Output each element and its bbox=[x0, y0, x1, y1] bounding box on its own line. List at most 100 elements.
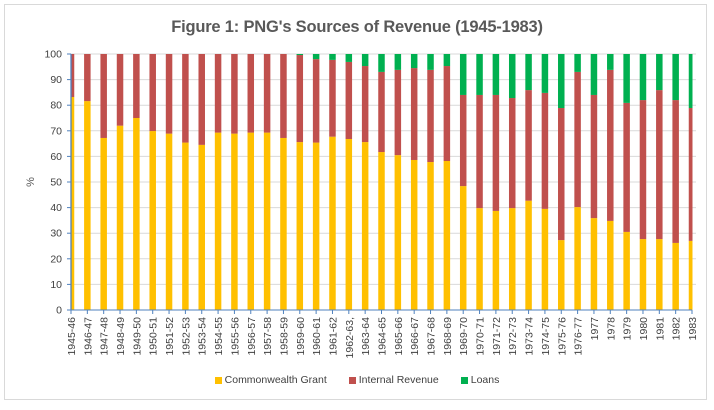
legend-item: Loans bbox=[460, 374, 499, 386]
bar-loans bbox=[574, 54, 581, 72]
y-tick-label: 70 bbox=[50, 125, 62, 137]
bar-internal-revenue bbox=[443, 66, 451, 162]
bar-internal-revenue bbox=[590, 94, 598, 219]
bar-internal-revenue bbox=[263, 54, 271, 133]
y-axis-title: % bbox=[25, 177, 37, 187]
bar-commonwealth-grant bbox=[492, 210, 500, 310]
bar-commonwealth-grant bbox=[394, 155, 402, 310]
bar-internal-revenue bbox=[100, 54, 107, 138]
bar-commonwealth-grant bbox=[116, 125, 124, 310]
bar-commonwealth-grant bbox=[133, 118, 140, 310]
bar-commonwealth-grant bbox=[427, 162, 434, 310]
bar-commonwealth-grant bbox=[443, 161, 451, 310]
bar-internal-revenue bbox=[231, 54, 238, 134]
x-tick-label: 1958-59 bbox=[278, 317, 290, 356]
bar-internal-revenue bbox=[492, 94, 500, 211]
bar-loans bbox=[508, 54, 516, 99]
bar-loans bbox=[688, 54, 693, 109]
bar-internal-revenue bbox=[541, 92, 549, 209]
x-tick-label: 1953-54 bbox=[197, 317, 209, 356]
bar-loans bbox=[623, 54, 630, 103]
bars bbox=[71, 54, 693, 310]
bar-loans bbox=[656, 54, 663, 91]
chart-title: Figure 1: PNG's Sources of Revenue (1945… bbox=[171, 18, 543, 36]
y-tick-label: 30 bbox=[50, 228, 62, 240]
bar-internal-revenue bbox=[116, 54, 124, 126]
bar-internal-revenue bbox=[165, 54, 173, 134]
y-tick-label: 80 bbox=[50, 100, 62, 112]
bar-commonwealth-grant bbox=[100, 137, 107, 310]
bar-commonwealth-grant bbox=[688, 240, 693, 310]
bar-commonwealth-grant bbox=[590, 218, 598, 310]
bar-internal-revenue bbox=[247, 54, 255, 133]
x-tick-label: 1971-72 bbox=[491, 317, 503, 356]
x-tick-label: 1975-76 bbox=[556, 317, 568, 356]
bar-commonwealth-grant bbox=[476, 208, 483, 310]
bar-loans bbox=[672, 54, 679, 101]
bar-commonwealth-grant bbox=[639, 239, 647, 310]
x-tick-label: 1982 bbox=[671, 317, 683, 341]
x-tick-label: 1978 bbox=[605, 317, 617, 341]
bar-internal-revenue bbox=[182, 54, 189, 143]
y-tick-label: 10 bbox=[50, 279, 62, 291]
x-tick-label: 1946-47 bbox=[82, 317, 94, 356]
bar-commonwealth-grant bbox=[149, 131, 156, 310]
bar-commonwealth-grant bbox=[280, 137, 287, 310]
legend-label: Internal Revenue bbox=[358, 374, 439, 386]
bar-internal-revenue bbox=[296, 55, 304, 143]
bar-loans bbox=[525, 54, 532, 91]
bar-commonwealth-grant bbox=[198, 144, 205, 310]
x-tick-label: 1947-48 bbox=[99, 317, 111, 356]
bar-internal-revenue bbox=[329, 59, 336, 137]
bar-commonwealth-grant bbox=[525, 200, 532, 310]
bar-commonwealth-grant bbox=[329, 136, 336, 310]
bar-commonwealth-grant bbox=[263, 132, 271, 310]
x-tick-label: 1961-62 bbox=[327, 317, 339, 356]
legend: Commonwealth Grant Internal Revenue Loans bbox=[0, 374, 714, 386]
x-tick-label: 1965-66 bbox=[393, 317, 405, 356]
bar-internal-revenue bbox=[688, 108, 693, 241]
bar-commonwealth-grant bbox=[71, 97, 75, 310]
bar-loans bbox=[312, 54, 320, 60]
legend-swatch bbox=[460, 376, 468, 384]
bar-internal-revenue bbox=[214, 54, 222, 133]
bar-commonwealth-grant bbox=[345, 138, 353, 310]
x-tick-label: 1977 bbox=[589, 317, 601, 341]
legend-item: Commonwealth Grant bbox=[214, 374, 327, 386]
bar-internal-revenue bbox=[149, 54, 156, 132]
legend-item: Internal Revenue bbox=[348, 374, 439, 386]
x-tick-label: 1952-53 bbox=[180, 317, 192, 356]
bar-loans bbox=[558, 54, 565, 109]
bar-internal-revenue bbox=[639, 100, 647, 240]
x-tick-label: 1966-67 bbox=[409, 317, 421, 356]
bar-internal-revenue bbox=[361, 66, 369, 143]
x-tick-label: 1956-57 bbox=[246, 317, 258, 356]
bar-loans bbox=[345, 54, 353, 62]
bar-internal-revenue bbox=[198, 54, 205, 145]
bar-internal-revenue bbox=[508, 98, 516, 209]
bar-commonwealth-grant bbox=[558, 240, 565, 310]
x-tick-label: 1948-49 bbox=[115, 317, 127, 356]
bar-loans bbox=[427, 54, 434, 70]
axes: 0 10 20 30 40 50 60 70 80 90 100 1945-46 1946-47 1947… bbox=[44, 49, 699, 359]
bar-commonwealth-grant bbox=[296, 142, 304, 310]
x-tick-label: 1968-69 bbox=[442, 317, 454, 356]
bar-commonwealth-grant bbox=[508, 208, 516, 310]
x-tick-label: 1962-63, bbox=[344, 317, 356, 358]
x-tick-label: 1954-55 bbox=[213, 317, 225, 356]
y-tick-label: 40 bbox=[50, 202, 62, 214]
x-tick-label: 1974-75 bbox=[540, 317, 552, 356]
x-tick-label: 1970-71 bbox=[475, 317, 487, 356]
bar-internal-revenue bbox=[672, 100, 679, 243]
bar-loans bbox=[590, 54, 598, 95]
y-tick-label: 60 bbox=[50, 151, 62, 163]
bar-internal-revenue bbox=[623, 102, 630, 232]
bar-loans bbox=[296, 54, 304, 56]
bar-commonwealth-grant bbox=[182, 142, 189, 310]
bar-internal-revenue bbox=[574, 71, 581, 208]
bar-loans bbox=[361, 54, 369, 67]
y-tick-label: 90 bbox=[50, 74, 62, 86]
bar-internal-revenue bbox=[84, 54, 91, 102]
bar-loans bbox=[541, 54, 549, 93]
x-tick-label: 1959-60 bbox=[295, 317, 307, 356]
